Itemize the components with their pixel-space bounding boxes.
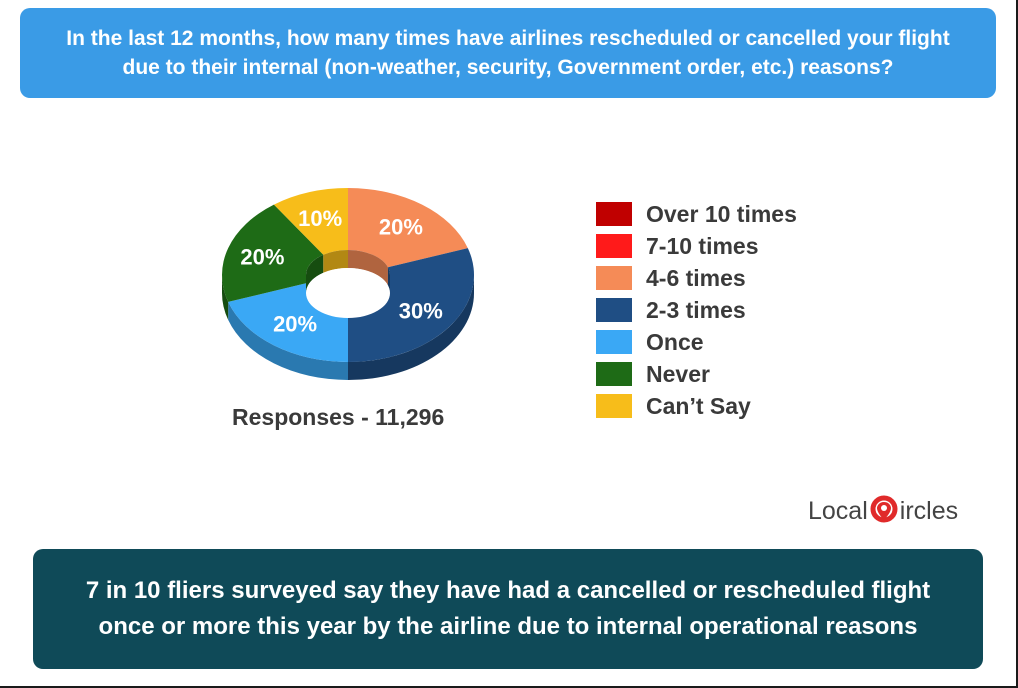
legend-item-over-10-times: Over 10 times [596,198,797,230]
legend-swatch-4-6-times [596,266,632,290]
legend-label-once: Once [646,328,704,355]
pie-label-once: 20% [273,312,317,337]
circle-pin-icon [869,494,899,528]
pie-slice-never [222,204,324,302]
legend-label-2-3-times: 2-3 times [646,296,746,323]
pie-value-labels: 20% 30% 20% 20% 10% [240,206,442,337]
pie-hole-floor [306,268,390,318]
pie-side-never [222,275,229,320]
pie-slice-2-3-times [348,248,474,362]
pie-side-walls [222,275,474,380]
legend-swatch-once [596,330,632,354]
pie-label-2-3-times: 30% [399,298,443,323]
legend-label-over-10-times: Over 10 times [646,200,797,227]
legend-swatch-never [596,362,632,386]
pie-hole [306,250,390,318]
pie-side-2-3-times [348,275,474,380]
logo-text-ircles: ircles [899,496,959,525]
question-text: In the last 12 months, how many times ha… [66,27,950,79]
pie-label-4-6-times: 20% [379,214,423,239]
legend-label-7-10-times: 7-10 times [646,232,759,259]
legend-item-2-3-times: 2-3 times [596,294,797,326]
pie-side-once [228,301,348,380]
localcircles-logo: Local ircles [808,494,958,528]
pie-label-can-t-say: 10% [298,206,342,231]
legend-item-can-t-say: Can’t Say [596,390,797,422]
pie-slice-4-6-times [348,188,468,268]
legend-label-never: Never [646,360,710,387]
question-banner: In the last 12 months, how many times ha… [20,8,996,98]
pie-hole-wall-2-3-times [387,267,390,293]
legend-item-4-6-times: 4-6 times [596,262,797,294]
legend-swatch-2-3-times [596,298,632,322]
conclusion-text: 7 in 10 fliers surveyed say they have ha… [85,577,931,640]
legend-item-never: Never [596,358,797,390]
legend-swatch-can-t-say [596,394,632,418]
legend-swatch-7-10-times [596,234,632,258]
pie-hole-wall-can-t-say [323,250,348,273]
conclusion-banner: 7 in 10 fliers surveyed say they have ha… [33,549,983,669]
pie-hole-wall-4-6-times [348,250,388,286]
pie-hole-wall-never [306,254,324,293]
logo-text-local: Local [808,496,868,525]
pie-tops [222,188,474,362]
legend-item-once: Once [596,326,797,358]
legend-label-can-t-say: Can’t Say [646,392,751,419]
responses-count: Responses - 11,296 [232,404,445,430]
pie-label-never: 20% [240,244,284,269]
legend-item-7-10-times: 7-10 times [596,230,797,262]
pie-chart: 20% 30% 20% 20% 10% [222,188,474,380]
pie-slice-can-t-say [273,188,348,255]
chart-legend: Over 10 times 7-10 times 4-6 times 2-3 time… [596,198,797,422]
legend-swatch-over-10-times [596,202,632,226]
legend-label-4-6-times: 4-6 times [646,264,746,291]
